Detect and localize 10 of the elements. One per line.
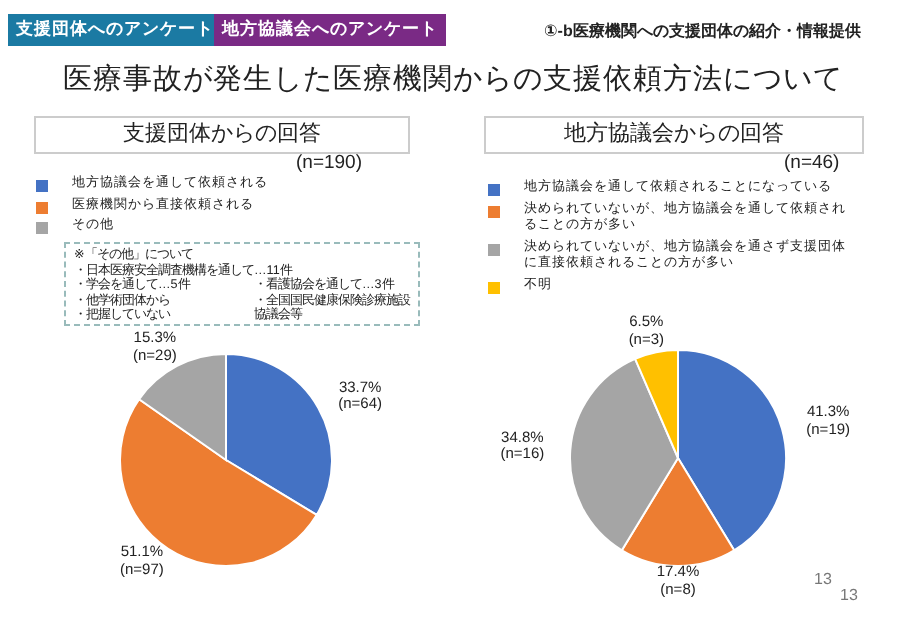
- chart-subtitle: 支援団体からの回答: [34, 116, 410, 154]
- text: 支援団体へのアンケート: [8, 14, 222, 46]
- text: 地方協議会へのアンケート: [214, 14, 446, 46]
- text: 13: [840, 586, 858, 605]
- text: (n=46): [784, 152, 840, 176]
- text: 医療事故が発生した医療機関からの支援依頼方法について: [61, 64, 845, 98]
- text: (n=190): [296, 152, 363, 176]
- text: ①-b医療機関への支援団体の紹介・情報提供: [544, 22, 861, 41]
- chart-title: 地方協議会からの回答: [484, 116, 864, 154]
- text: 13: [814, 570, 832, 589]
